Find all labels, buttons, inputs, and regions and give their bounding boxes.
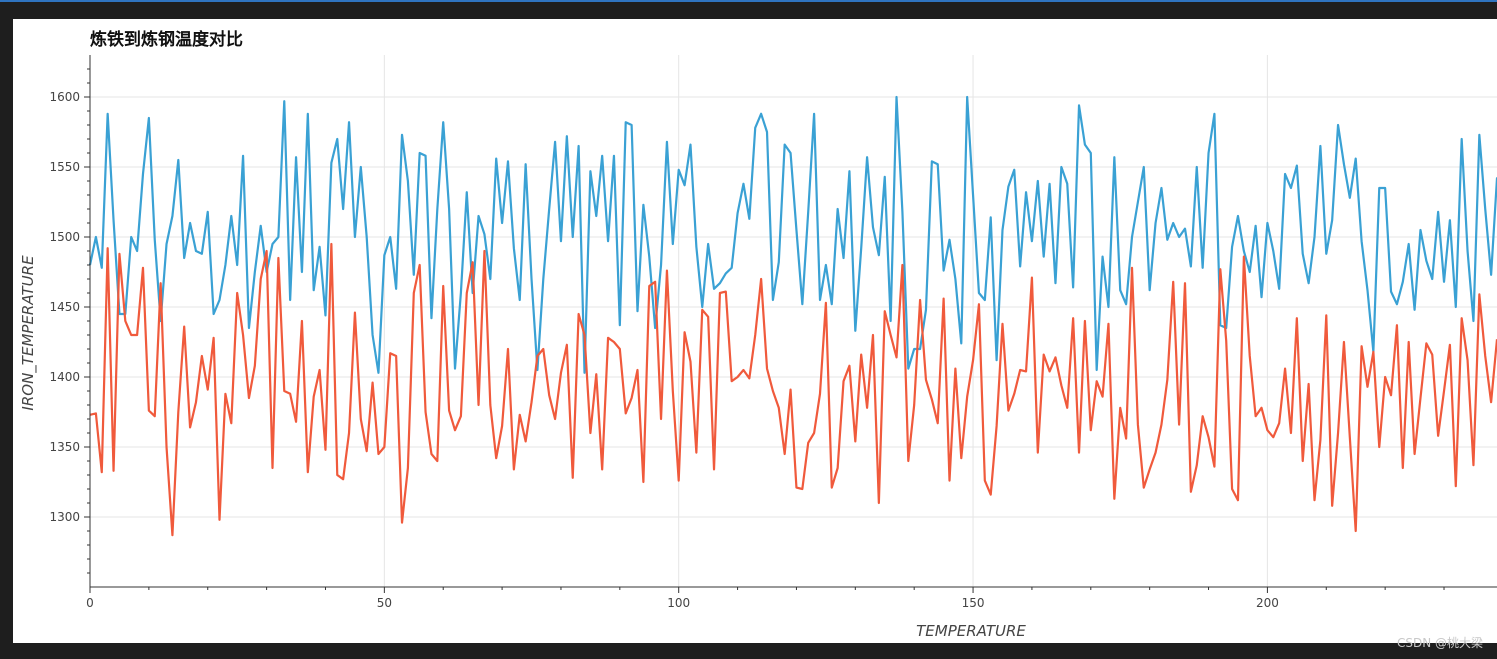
y-tick-label: 1500 [49, 230, 80, 244]
axes-layer: 0 50 100 150 200 1300 1350 1400 1450 1500 1550 1600 [49, 55, 1497, 610]
x-tick-label: 200 [1256, 596, 1279, 610]
y-tick-label: 1300 [49, 510, 80, 524]
y-tick-label: 1350 [49, 440, 80, 454]
series-line-2 [89, 242, 1497, 537]
window-top-accent [0, 0, 1497, 2]
y-tick-label: 1450 [49, 300, 80, 314]
y-tick-label: 1600 [49, 90, 80, 104]
watermark: CSDN @桃大梁 [1396, 636, 1483, 650]
y-tick-label: 1550 [49, 160, 80, 174]
series-layer [88, 95, 1497, 537]
x-tick-label: 100 [667, 596, 690, 610]
line-chart[interactable]: 0 50 100 150 200 1300 1350 1400 1450 1500 1550 1600… [13, 19, 1497, 643]
chart-title: 炼铁到炼钢温度对比 [90, 29, 243, 50]
y-tick-label: 1400 [49, 370, 80, 384]
y-axis-label: IRON_TEMPERATURE [19, 255, 38, 411]
x-tick-label: 0 [86, 596, 94, 610]
chart-panel: 0 50 100 150 200 1300 1350 1400 1450 1500 1550 1600… [13, 19, 1497, 643]
series-line-1 [88, 95, 1497, 374]
x-tick-label: 150 [962, 596, 985, 610]
x-axis-label: TEMPERATURE [916, 622, 1026, 640]
x-tick-label: 50 [377, 596, 392, 610]
